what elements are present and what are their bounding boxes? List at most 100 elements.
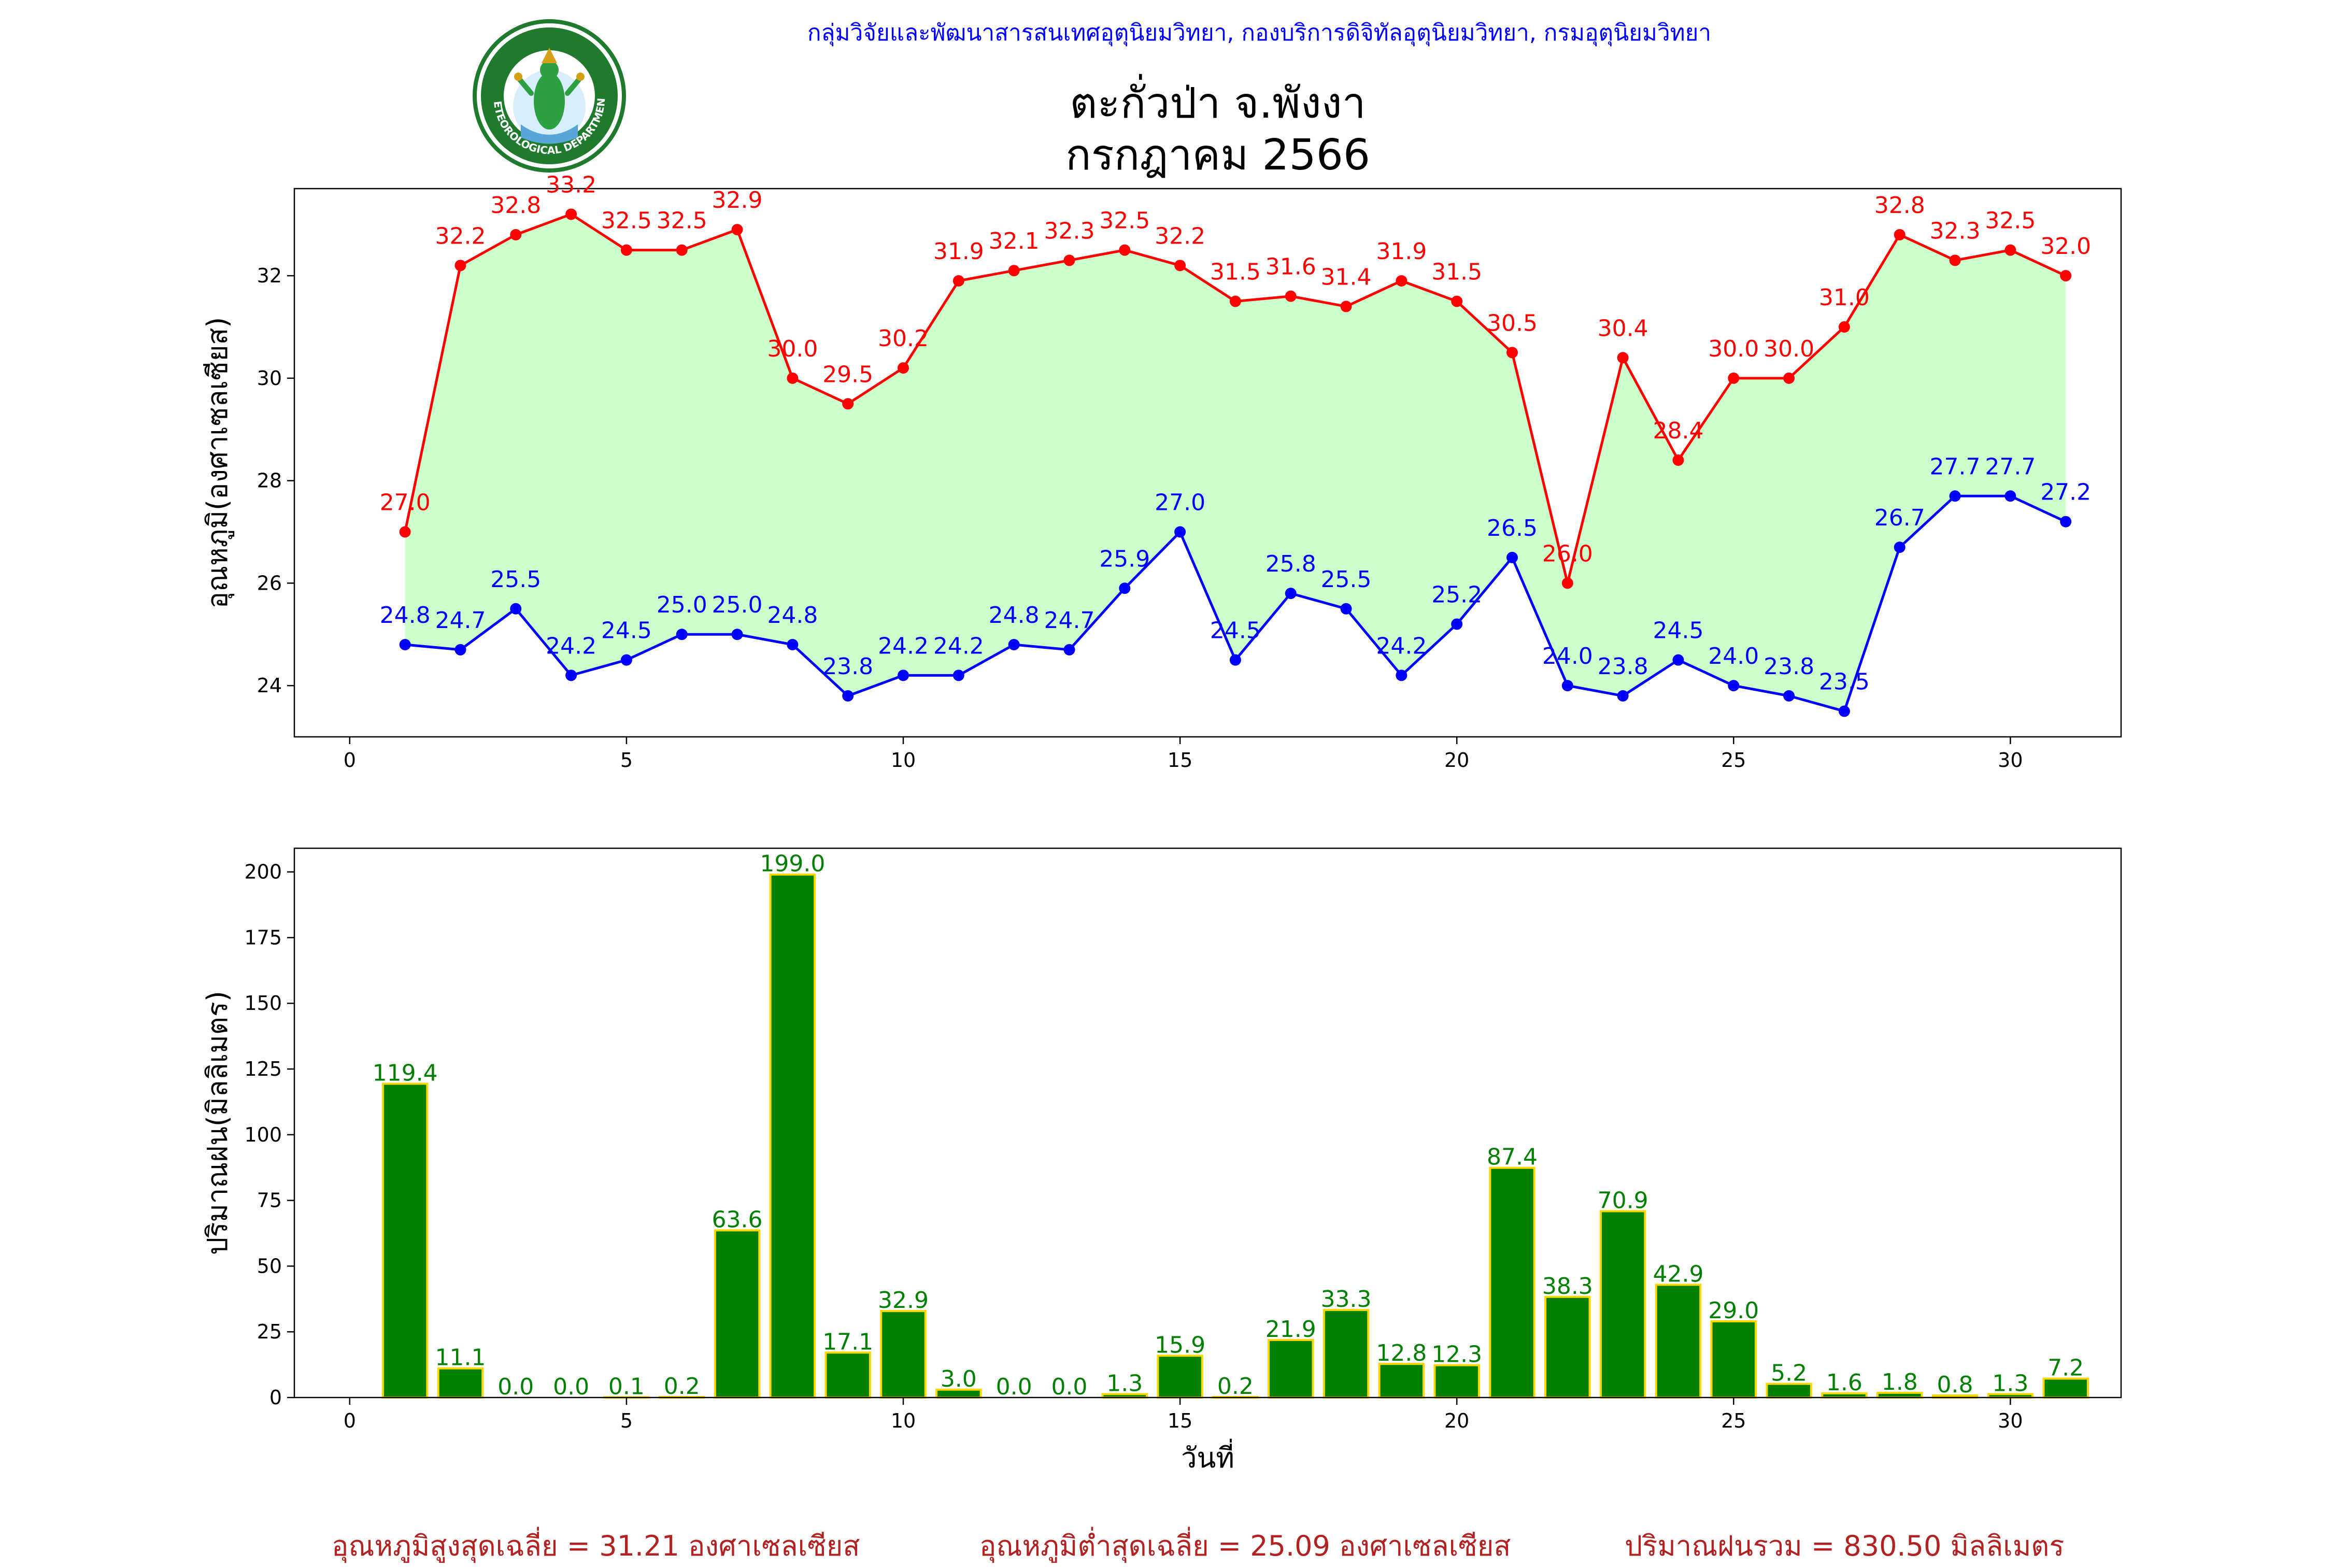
min-temp-label: 25.5 bbox=[490, 566, 541, 593]
x-tick-label: 10 bbox=[891, 1409, 916, 1432]
rain-value-label: 1.3 bbox=[1992, 1370, 2028, 1396]
max-temp-label: 32.8 bbox=[490, 192, 541, 219]
min-temp-point bbox=[1561, 680, 1573, 692]
min-temp-label: 24.7 bbox=[1044, 607, 1094, 634]
min-temp-label: 25.5 bbox=[1321, 566, 1372, 593]
max-temp-point bbox=[1119, 244, 1131, 256]
rain-value-label: 29.0 bbox=[1708, 1298, 1759, 1324]
min-temp-label: 24.2 bbox=[1376, 633, 1427, 659]
min-temp-point bbox=[1894, 541, 1906, 553]
y-tick-label: 32 bbox=[257, 264, 282, 287]
min-temp-label: 23.8 bbox=[822, 653, 873, 680]
max-temp-label: 29.5 bbox=[822, 361, 873, 388]
title-line-1: ตะกั่วป่า จ.พังงา bbox=[1070, 79, 1366, 128]
max-temp-label: 30.2 bbox=[878, 325, 929, 352]
y-tick-label: 28 bbox=[257, 469, 282, 492]
x-tick-label: 0 bbox=[344, 1409, 356, 1432]
rain-value-label: 0.1 bbox=[608, 1373, 645, 1400]
max-temp-point bbox=[1617, 352, 1629, 364]
max-temp-label: 32.8 bbox=[1874, 192, 1925, 219]
min-temp-label: 24.5 bbox=[601, 618, 652, 644]
min-temp-label: 24.0 bbox=[1708, 643, 1759, 669]
rain-bar bbox=[1489, 1166, 1535, 1399]
meteorological-department-logo-icon: กรมอุตุนิยมวิทยา METEOROLOGICAL DEPARTME… bbox=[469, 16, 626, 173]
min-temp-point bbox=[454, 644, 466, 655]
chart-title: ตะกั่วป่า จ.พังงา กรกฎาคม 2566 bbox=[881, 78, 1555, 181]
min-temp-point bbox=[1506, 551, 1518, 563]
max-temp-point bbox=[510, 229, 522, 240]
rain-bar bbox=[1433, 1364, 1480, 1399]
max-temp-point bbox=[1949, 254, 1961, 266]
rain-value-label: 63.6 bbox=[712, 1206, 763, 1233]
min-temp-label: 26.7 bbox=[1874, 505, 1925, 531]
rain-value-label: 1.6 bbox=[1826, 1370, 1862, 1396]
rain-value-label: 15.9 bbox=[1155, 1332, 1205, 1358]
min-temp-point bbox=[842, 690, 854, 702]
rain-bar bbox=[1378, 1363, 1425, 1399]
max-temp-label: 33.2 bbox=[546, 172, 596, 198]
rain-value-label: 1.3 bbox=[1106, 1370, 1143, 1396]
min-temp-point bbox=[1783, 690, 1795, 702]
rain-value-label: 0.0 bbox=[1051, 1374, 1087, 1400]
max-temp-label: 31.5 bbox=[1210, 259, 1261, 286]
x-tick-label: 20 bbox=[1444, 749, 1469, 772]
footer-total-rain: ปริมาณฝนรวม = 830.50 มิลลิเมตร bbox=[1625, 1530, 2065, 1562]
min-temp-point bbox=[731, 629, 743, 640]
max-temp-point bbox=[2060, 270, 2072, 282]
rain-value-label: 0.0 bbox=[497, 1374, 534, 1400]
rain-value-label: 21.9 bbox=[1265, 1316, 1316, 1343]
min-temp-label: 25.8 bbox=[1265, 551, 1316, 577]
y-tick-label: 150 bbox=[244, 992, 282, 1015]
y-tick-label: 25 bbox=[257, 1320, 282, 1343]
min-temp-label: 24.8 bbox=[767, 602, 818, 629]
y-tick-label: 26 bbox=[257, 572, 282, 594]
min-temp-point bbox=[1949, 490, 1961, 502]
rain-value-label: 32.9 bbox=[878, 1287, 929, 1314]
max-temp-label: 31.5 bbox=[1431, 259, 1482, 286]
rain-value-label: 5.2 bbox=[1771, 1360, 1807, 1387]
rain-value-label: 0.2 bbox=[664, 1373, 700, 1400]
min-temp-point bbox=[1617, 690, 1629, 702]
y-axis-label: อุณหภูมิ(องศาเซลเซียส) bbox=[201, 317, 235, 609]
rain-value-label: 0.2 bbox=[1217, 1373, 1254, 1400]
min-temp-point bbox=[952, 669, 964, 681]
min-temp-point bbox=[565, 669, 577, 681]
max-temp-label: 27.0 bbox=[380, 489, 431, 516]
rain-value-label: 3.0 bbox=[941, 1366, 977, 1392]
logo-top-text: กรมอุตุนิยมวิทยา bbox=[469, 16, 583, 20]
x-tick-label: 10 bbox=[891, 749, 916, 772]
rain-value-label: 87.4 bbox=[1487, 1144, 1538, 1171]
max-temp-label: 26.0 bbox=[1542, 540, 1593, 567]
x-tick-label: 15 bbox=[1168, 1409, 1192, 1432]
max-temp-label: 30.4 bbox=[1598, 315, 1648, 341]
y-axis-label: ปริมาณฝน(มิลลิเมตร) bbox=[201, 991, 234, 1255]
min-temp-label: 24.8 bbox=[380, 602, 431, 629]
min-temp-label: 24.8 bbox=[989, 602, 1040, 629]
x-tick-label: 15 bbox=[1168, 749, 1192, 772]
y-tick-label: 30 bbox=[257, 367, 282, 390]
max-temp-label: 30.0 bbox=[1764, 336, 1814, 362]
max-temp-label: 32.9 bbox=[712, 187, 763, 213]
rain-value-label: 0.0 bbox=[553, 1374, 589, 1400]
rain-value-label: 11.1 bbox=[435, 1345, 486, 1371]
rain-value-label: 38.3 bbox=[1542, 1273, 1593, 1300]
x-tick-label: 30 bbox=[1998, 749, 2023, 772]
min-temp-label: 25.9 bbox=[1099, 546, 1150, 572]
rain-bar bbox=[880, 1310, 927, 1399]
max-temp-point bbox=[1008, 265, 1020, 277]
max-temp-point bbox=[399, 526, 411, 538]
min-temp-label: 23.5 bbox=[1819, 669, 1870, 695]
max-temp-label: 30.0 bbox=[1708, 336, 1759, 362]
max-temp-point bbox=[952, 275, 964, 287]
rain-bar bbox=[1599, 1210, 1646, 1399]
rain-value-label: 7.2 bbox=[2047, 1355, 2084, 1381]
rain-value-label: 0.8 bbox=[1937, 1372, 1973, 1398]
min-temp-point bbox=[1008, 639, 1020, 651]
min-temp-label: 25.0 bbox=[657, 592, 707, 618]
rain-value-label: 33.3 bbox=[1321, 1286, 1372, 1313]
min-temp-point bbox=[1063, 644, 1075, 655]
y-tick-label: 175 bbox=[244, 926, 282, 949]
min-temp-label: 24.2 bbox=[933, 633, 984, 659]
max-temp-point bbox=[1451, 295, 1463, 307]
min-temp-point bbox=[1285, 588, 1297, 600]
